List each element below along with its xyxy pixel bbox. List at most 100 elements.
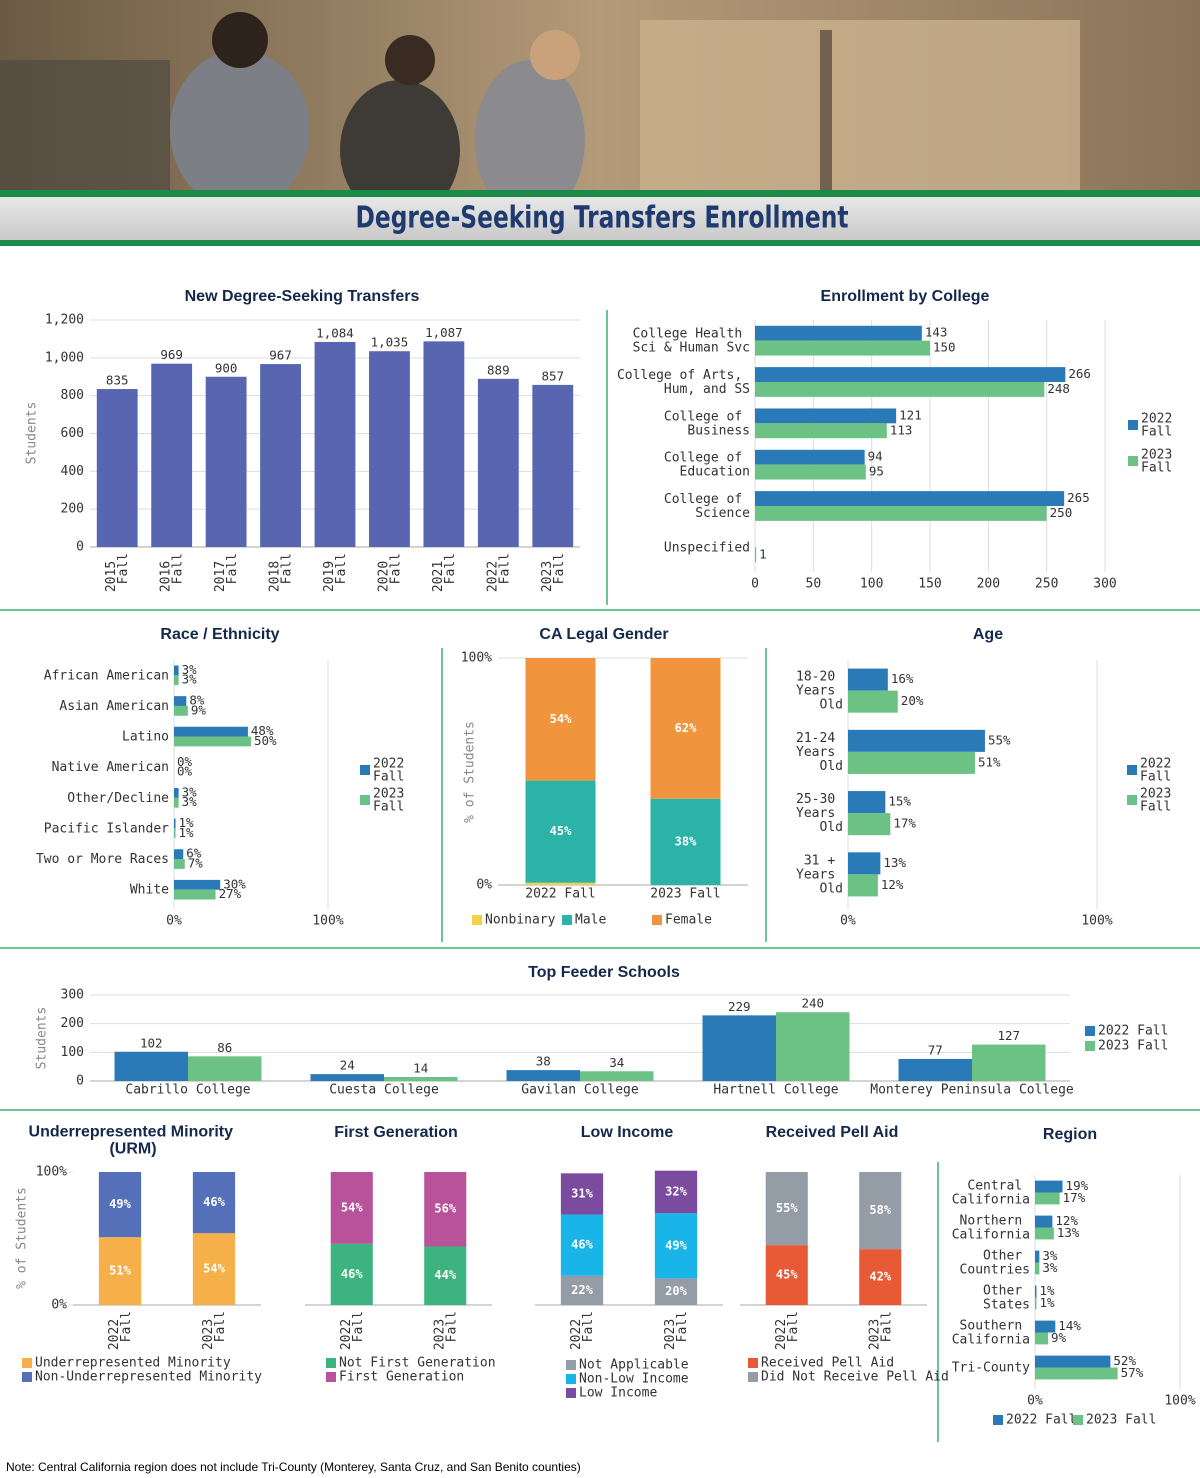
x-tick-label: 2022 Fall — [525, 887, 595, 902]
legend-label: 2022 Fall — [373, 756, 412, 784]
legend-swatch — [993, 1415, 1003, 1425]
data-label: 127 — [997, 1028, 1020, 1043]
bar-segment — [560, 1275, 604, 1305]
legend-label: First Generation — [339, 1370, 464, 1385]
x-tick-label: 2023 Fall — [663, 1311, 690, 1350]
legend-label: 2023 Fall — [1086, 1413, 1156, 1428]
bar — [755, 408, 897, 424]
data-label: 32% — [665, 1184, 687, 1198]
data-label: 51% — [978, 754, 1001, 769]
data-label: 13% — [1057, 1225, 1080, 1240]
bar — [848, 791, 886, 814]
bar-segment — [650, 798, 721, 885]
legend-label: 2022 Fall — [1006, 1413, 1076, 1428]
data-label: 835 — [106, 373, 129, 388]
bar-segment — [765, 1172, 808, 1246]
x-tick-label: Gavilan College — [521, 1083, 639, 1098]
x-tick-label: Cabrillo College — [125, 1083, 250, 1098]
legend-label: 2023 Fall — [1140, 786, 1179, 814]
x-tick-label: 2023 Fall — [201, 1311, 228, 1350]
x-tick-label: 2022 Fall — [569, 1311, 596, 1350]
legend-label: Not First Generation — [339, 1356, 496, 1371]
header-stripe — [0, 190, 1200, 197]
title-band — [0, 197, 1200, 240]
bar-segment — [654, 1170, 698, 1214]
data-label: 229 — [728, 999, 751, 1014]
data-label: 20% — [665, 1284, 687, 1298]
bar — [1035, 1250, 1040, 1263]
data-label: 15% — [888, 794, 911, 809]
bar-segment — [525, 780, 596, 883]
legend-label: 2023 Fall — [1098, 1039, 1168, 1054]
y-tick-label: 600 — [61, 426, 84, 441]
bar — [423, 341, 465, 547]
data-label: 14% — [1058, 1318, 1081, 1333]
bar — [1035, 1285, 1037, 1298]
bar-segment — [765, 1245, 808, 1305]
y-tick-label: 100% — [36, 1165, 67, 1180]
bar — [369, 351, 410, 547]
bar — [848, 852, 881, 875]
chart-title: Race / Ethnicity — [160, 626, 279, 643]
bar — [776, 1012, 850, 1081]
data-label: 45% — [776, 1268, 798, 1282]
legend-label: Received Pell Aid — [761, 1356, 894, 1371]
bar — [174, 849, 184, 860]
data-label: 54% — [341, 1200, 363, 1214]
y-tick-label: Pacific Islander — [44, 821, 169, 836]
legend-swatch — [326, 1372, 336, 1382]
y-tick-label: College Health Sci & Human Svc — [633, 326, 750, 355]
bar — [174, 665, 179, 676]
x-tick-label: 2022 Fall — [338, 1311, 365, 1350]
bar — [848, 751, 975, 774]
x-tick-label: 0% — [166, 914, 182, 929]
legend-label: Male — [575, 913, 606, 928]
chart-title: Top Feeder Schools — [528, 964, 680, 981]
data-label: 3% — [182, 672, 198, 687]
y-tick-label: 400 — [61, 464, 84, 479]
data-label: 17% — [1063, 1190, 1086, 1205]
data-label: 55% — [776, 1201, 798, 1215]
bar — [755, 464, 866, 480]
data-label: 266 — [1068, 366, 1091, 381]
x-tick-label: 2022 Fall — [773, 1311, 800, 1350]
bar — [755, 547, 757, 563]
x-tick-label: 2022 Fall — [107, 1311, 134, 1350]
y-tick-label: Other/Decline — [67, 790, 169, 805]
bar-segment — [192, 1172, 236, 1234]
data-label: 143 — [925, 325, 948, 340]
data-label: 9% — [1051, 1330, 1067, 1345]
bar — [174, 828, 176, 839]
data-label: 34 — [609, 1055, 624, 1070]
data-label: 46% — [203, 1195, 225, 1209]
y-tick-label: Southern California — [952, 1318, 1030, 1347]
data-label: 27% — [219, 886, 242, 901]
bar — [174, 818, 176, 829]
y-tick-label: 0% — [51, 1298, 67, 1313]
bar — [477, 378, 519, 547]
bar — [174, 788, 179, 798]
bar — [532, 384, 574, 547]
bar-segment — [859, 1249, 902, 1305]
legend-swatch — [1127, 765, 1137, 775]
bar — [755, 506, 1047, 521]
x-tick-label: 100 — [860, 577, 883, 592]
x-tick-label: 100% — [312, 914, 343, 929]
bar — [1035, 1332, 1049, 1345]
data-label: 250 — [1050, 505, 1073, 520]
legend-swatch — [360, 795, 370, 805]
y-tick-label: 1,200 — [45, 313, 84, 328]
y-tick-label: African American — [44, 668, 169, 683]
x-tick-label: 2021 Fall — [430, 553, 457, 592]
data-label: 17% — [893, 816, 916, 831]
y-tick-label: 1,000 — [45, 350, 84, 365]
header-stripe — [0, 240, 1200, 246]
y-tick-label: College of Education — [664, 450, 750, 479]
data-label: 0% — [177, 754, 193, 769]
y-tick-label: 0 — [76, 540, 84, 555]
x-tick-label: 200 — [977, 577, 1000, 592]
data-label: 3% — [1042, 1248, 1058, 1263]
data-label: 31% — [571, 1186, 593, 1200]
